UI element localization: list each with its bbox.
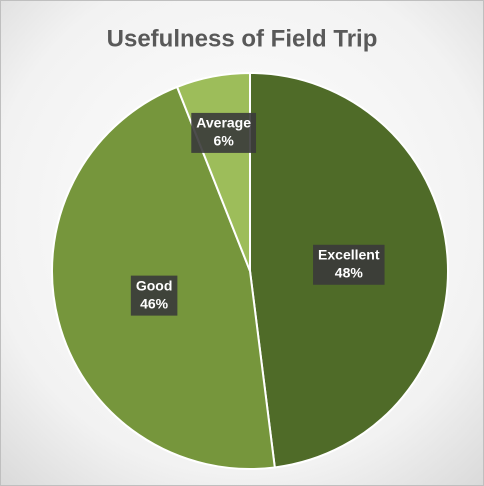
label-category: Good bbox=[136, 277, 173, 293]
label-value: 6% bbox=[214, 133, 235, 149]
data-label: Excellent 48% bbox=[313, 244, 385, 285]
label-value: 46% bbox=[140, 295, 169, 311]
label-value: 48% bbox=[335, 264, 364, 280]
label-box bbox=[191, 112, 257, 153]
data-label: Good 46% bbox=[130, 275, 178, 316]
label-box bbox=[130, 275, 178, 316]
label-box bbox=[313, 244, 385, 285]
chart-title: Usefulness of Field Trip bbox=[107, 25, 378, 52]
data-label: Average 6% bbox=[191, 112, 257, 153]
label-category: Average bbox=[196, 115, 251, 131]
label-category: Excellent bbox=[318, 246, 380, 262]
data-labels: Excellent 48% Good 46% Average 6% bbox=[130, 112, 385, 316]
